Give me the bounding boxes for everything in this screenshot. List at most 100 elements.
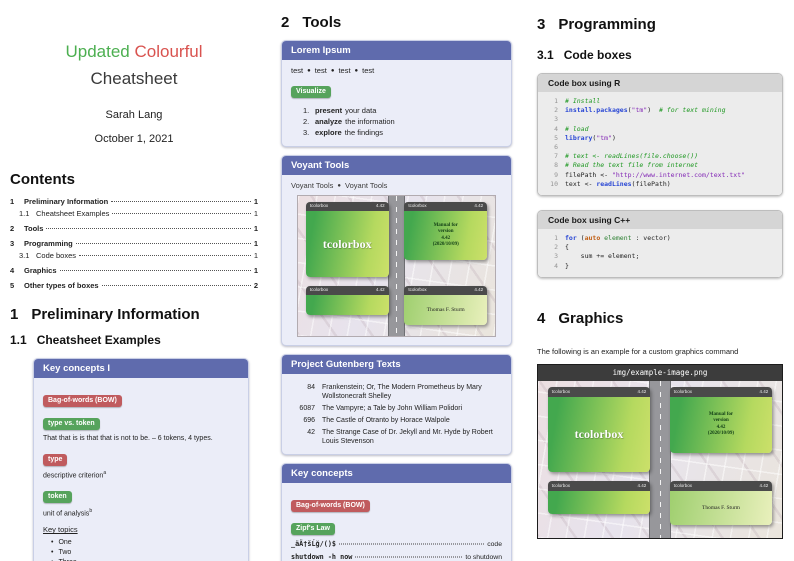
subsection-1-1-heading: 1.1 Cheatsheet Examples [10, 333, 258, 347]
gutenberg-row: 42 The Strange Case of Dr. Jekyll and Mr… [291, 428, 502, 446]
box-body: 84 Frankenstein; Or, The Modern Promethe… [282, 374, 511, 454]
voyant-tools-link[interactable]: Voyant Tools [345, 181, 388, 190]
step-text: your data [345, 106, 377, 115]
subsection-3-1-heading: 3.1 Code boxes [537, 48, 783, 62]
section-4-heading: 4 Graphics [537, 310, 783, 327]
manual-box: tcolorbox 4.42 Manual for version 4.42 (2… [404, 201, 488, 261]
toc-page-number: 1 [253, 197, 258, 206]
topic-item: • Two [43, 548, 239, 558]
strip-label: tcolorbox [673, 482, 693, 488]
topic-label: Three [58, 558, 76, 561]
toc-entry-graphics[interactable]: 4 Graphics 1 [10, 266, 258, 276]
table-of-contents: 1 Preliminary Information 1 1.1 Cheatshe… [10, 197, 258, 291]
test-item: test [314, 66, 327, 75]
code-token: sum += element; [565, 252, 640, 261]
token-badge: token [43, 491, 72, 504]
small-box: tcolorbox 4.42 [547, 481, 651, 515]
code-token: } [565, 261, 569, 270]
badge-row: type [43, 448, 239, 466]
step-text: the findings [344, 128, 384, 137]
line-number: 10 [550, 179, 558, 188]
road-dashed-line [396, 196, 398, 336]
toc-number: 1.1 [19, 209, 30, 218]
code-line: 3 sum += element; [547, 252, 773, 261]
manual-line: version [437, 229, 454, 235]
code-line: 3 [547, 115, 773, 124]
topic-item: • One [43, 538, 239, 548]
toc-entry-tools[interactable]: 2 Tools 1 [10, 224, 258, 234]
strip-version: 4.42 [474, 203, 484, 209]
title-block: Updated Colourful Cheatsheet Sarah Lang … [10, 42, 258, 145]
toc-page-number: 1 [253, 239, 258, 248]
subsection-number: 3.1 [537, 48, 554, 62]
key-concepts-1-box: Key concepts I Bag-of-words (BOW) type v… [33, 358, 249, 561]
voyant-tools-box: Voyant Tools Voyant Tools ● Voyant Tools t… [281, 155, 512, 346]
type-badge: type [43, 453, 68, 466]
bullet-icon: • [51, 558, 53, 561]
step-number: 1. [303, 106, 310, 115]
line-number: 9 [554, 170, 558, 179]
toc-label: Graphics [24, 266, 57, 275]
toc-label: Preliminary Information [24, 197, 109, 206]
title-word-colourful: Colourful [134, 42, 203, 61]
voyant-tools-link[interactable]: Voyant Tools [291, 181, 334, 190]
code-token: ) [647, 106, 652, 115]
gutenberg-row: 696 The Castle of Otranto by Horace Walp… [291, 416, 502, 425]
map-road [387, 196, 406, 336]
toc-label: Code boxes [36, 251, 77, 260]
topics-list: • One • Two • Three [43, 538, 239, 561]
toc-number: 3.1 [19, 251, 30, 260]
command-line: _äÄ†šĹğ/()$ code [291, 540, 502, 548]
voyant-links-line: Voyant Tools ● Voyant Tools [291, 181, 502, 190]
manual-line: Manual for [433, 222, 458, 228]
toc-label: Programming [24, 239, 73, 248]
box-title: Lorem Ipsum [282, 41, 511, 60]
gutenberg-id: 42 [307, 429, 315, 436]
toc-entry-preliminary-information[interactable]: 1 Preliminary Information 1 [10, 197, 258, 207]
step-item: 3. explore the findings [291, 127, 502, 138]
tcolorbox-main-box: tcolorbox 4.42 tcolorbox [547, 387, 651, 472]
section-title: Preliminary Information [31, 306, 200, 323]
code-line: 6 [547, 143, 773, 152]
toc-entry-programming[interactable]: 3 Programming 1 [10, 239, 258, 249]
author-text: Thomas F. Sturm [404, 295, 488, 325]
manual-line: version [713, 418, 729, 424]
toc-entry-code-boxes[interactable]: 3.1 Code boxes 1 [10, 251, 258, 261]
graphics-intro-text: The following is an example for a custom… [537, 346, 739, 356]
section-number: 2 [281, 14, 290, 31]
tcolorbox-title-strip: tcolorbox 4.42 [404, 201, 488, 212]
code-line: 1 # Install [547, 97, 773, 106]
test-items-line: test ● test ● test ● test [291, 66, 502, 75]
steps-list: 1. present your data 2. analyze the informat… [291, 105, 502, 138]
manual-text: Manual for version 4.42 (2020/10/09) [669, 396, 773, 454]
key-topics-label: Key topics [43, 525, 78, 535]
code-line: 7 # text <- readLines(file.choose()) [547, 152, 773, 161]
author-box: tcolorbox 4.42 Thomas F. Sturm [669, 481, 773, 526]
tcolorbox-example-image: tcolorbox 4.42 tcolorbox tcolorbox 4.42 [297, 195, 496, 337]
author-label: Thomas F. Sturm [702, 505, 740, 512]
badge-row: token [43, 485, 239, 504]
tcolorbox-body: tcolorbox [305, 211, 389, 278]
code-box-body: 1 for (auto element : vector) 2{ 3 sum +=… [538, 229, 782, 277]
tcolorbox-title-strip: tcolorbox 4.42 [305, 201, 389, 212]
tcolorbox-body [305, 295, 389, 315]
code-line: 10 text <- readLines (filePath) [547, 180, 773, 189]
toc-entry-other-boxes[interactable]: 5 Other types of boxes 2 [10, 281, 258, 291]
author-text: Thomas F. Sturm [669, 490, 773, 526]
dot-separator-icon: ● [330, 68, 335, 74]
toc-leader-dots [79, 255, 251, 256]
tcolorbox-title-strip: tcolorbox 4.42 [669, 387, 773, 397]
subsection-title: Cheatsheet Examples [36, 333, 161, 347]
command-line: shutdown -h now to shutdown [291, 553, 502, 561]
toc-entry-cheatsheet-examples[interactable]: 1.1 Cheatsheet Examples 1 [10, 209, 258, 219]
strip-version: 4.42 [637, 388, 647, 394]
code-token: text <- [565, 179, 597, 188]
code-token: # for text mining [651, 106, 726, 115]
code-token: "http://www.internet.com/text.txt" [611, 170, 746, 179]
toc-page-number: 2 [253, 281, 258, 290]
definition-text: descriptive criterion [43, 472, 104, 480]
code-box-title: Code box using C++ [538, 211, 782, 230]
code-token: : vector) [631, 234, 671, 243]
image-wrapper: tcolorbox 4.42 tcolorbox tcolorbox 4.42 [291, 195, 502, 337]
